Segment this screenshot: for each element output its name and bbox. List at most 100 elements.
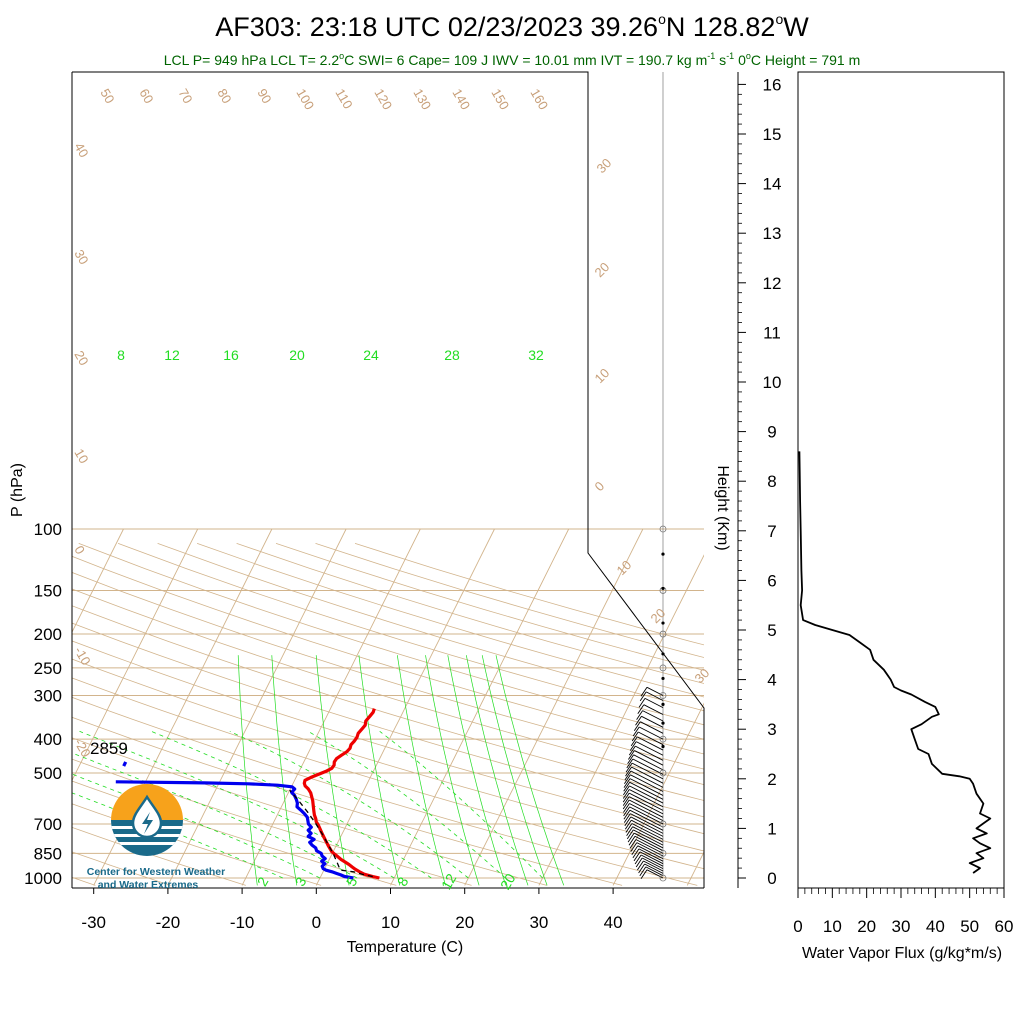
flux-x-axis-label: Water Vapor Flux (g/kg*m/s) — [802, 945, 1002, 962]
dry-adiabat-label: 40 — [71, 140, 91, 160]
dry-adiabat-label: 10 — [71, 446, 91, 466]
wind-dot — [661, 552, 665, 556]
wind-barb-flag — [625, 823, 633, 833]
dry-adiabat-label: 20 — [71, 348, 91, 368]
t-tick-label: -30 — [81, 913, 106, 932]
calm-marker — [659, 849, 667, 857]
calm-marker — [659, 630, 667, 638]
dry-adiabat-line — [72, 572, 704, 770]
wind-barb-flag — [636, 710, 643, 720]
wind-barb-flag — [640, 687, 648, 697]
height-tick-label: 13 — [763, 224, 782, 243]
skewt-frame — [72, 71, 705, 888]
y-axis-label: P (hPa) — [9, 463, 26, 517]
water-vapor-flux-line — [798, 451, 992, 874]
wind-barb-flag — [632, 726, 640, 737]
wind-dot — [661, 586, 665, 591]
p-tick-label: 850 — [34, 844, 62, 863]
wind-barb — [633, 754, 664, 771]
t-tick-label: 10 — [381, 913, 400, 932]
t-tick-label: 40 — [604, 913, 623, 932]
chart-subtitle: LCL P= 949 hPa LCL T= 2.2oC SWI= 6 Cape=… — [164, 51, 861, 68]
p-tick-label: 400 — [34, 730, 62, 749]
wind-barb — [634, 835, 664, 852]
isotherm-line — [241, 528, 421, 886]
height-tick-label: 4 — [767, 671, 776, 690]
calm-marker — [659, 692, 667, 699]
height-tick-label: 6 — [767, 571, 776, 590]
height-tick-label: 3 — [767, 720, 776, 739]
dry-adiabat-line — [78, 543, 704, 740]
wind-barb-flag — [624, 816, 632, 827]
moist-adiabat-line — [79, 730, 395, 879]
calm-marker — [659, 525, 667, 533]
wind-barb — [633, 832, 664, 849]
t-tick-label: -10 — [230, 913, 255, 932]
dry-adiabat-label: 60 — [136, 86, 156, 106]
wind-barb — [629, 789, 664, 808]
wind-barb-flag — [628, 836, 636, 846]
wind-barb — [636, 842, 664, 857]
flux-tick-label: 60 — [995, 917, 1014, 936]
dry-adiabat-label: 110 — [332, 86, 355, 111]
p-tick-label: 200 — [34, 625, 62, 644]
p-tick-label: 300 — [34, 687, 62, 706]
wind-barb — [631, 762, 664, 780]
wind-barb-flag — [640, 869, 648, 880]
station-label: 2859 — [90, 739, 128, 758]
mixing-ratio-label: 12 — [164, 347, 180, 363]
wind-dot — [661, 721, 665, 725]
dry-adiabat-line — [72, 588, 704, 786]
wind-barb-flag — [625, 766, 632, 777]
wind-dot — [661, 702, 665, 706]
mixing-ratio-line — [425, 655, 480, 886]
dry-adiabat-line — [354, 543, 704, 646]
temperature-profile — [302, 708, 380, 880]
dry-adiabat-line — [196, 543, 704, 698]
wind-barb-flag — [639, 691, 647, 702]
mixing-ratio-line — [358, 655, 401, 886]
wind-barb-flag — [624, 774, 631, 785]
wind-barb-flag — [629, 741, 637, 751]
isotherm-line — [72, 528, 199, 782]
wind-barb — [631, 766, 664, 784]
wind-barb-flag — [633, 721, 641, 731]
p-tick-label: 150 — [34, 581, 62, 600]
moist-adiabat-line — [72, 752, 358, 879]
wind-barb — [635, 839, 664, 854]
t-tick-label: 0 — [312, 913, 321, 932]
chart-title: AF303: 23:18 UTC 02/23/2023 39.26oN 128.… — [215, 11, 809, 42]
mixing-ratio-label: 8 — [117, 347, 125, 363]
wind-dot — [661, 652, 665, 656]
dry-adiabat-line — [72, 555, 704, 755]
dry-adiabat-line — [157, 543, 704, 712]
wind-barb-flag — [622, 792, 630, 803]
mixing-ratio-line — [237, 655, 258, 886]
height-tick-label: 0 — [767, 869, 776, 888]
dry-adiabat-label: 50 — [97, 86, 117, 106]
mixing-ratio-label: 8 — [394, 874, 412, 889]
wind-barb — [629, 785, 664, 804]
flux-tick-label: 10 — [823, 917, 842, 936]
moist-adiabat-line — [229, 730, 469, 879]
wind-barb — [634, 750, 664, 766]
wind-barb — [629, 778, 664, 796]
dry-adiabat-line — [72, 677, 704, 870]
dewpoint-profile — [115, 780, 354, 880]
wind-barb-flag — [629, 839, 637, 849]
isotherm-line — [390, 528, 570, 886]
wind-barb-flag — [637, 704, 645, 714]
dry-adiabat-label: 150 — [488, 86, 512, 112]
flux-tick-label: 30 — [892, 917, 911, 936]
wind-barb — [637, 845, 664, 860]
dry-adiabat-line — [72, 826, 246, 886]
isotherm-line — [686, 850, 704, 886]
dry-adiabat-label: 130 — [410, 86, 434, 112]
p-tick-label: 700 — [34, 815, 62, 834]
isotherm-line — [538, 554, 704, 886]
wind-barb — [642, 710, 664, 722]
wind-barb-flag — [624, 819, 632, 830]
dry-adiabat-line — [72, 803, 322, 886]
height-tick-label: 15 — [763, 125, 782, 144]
